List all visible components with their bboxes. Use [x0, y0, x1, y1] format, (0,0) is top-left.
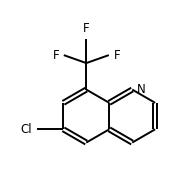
Text: N: N	[137, 83, 146, 96]
Text: Cl: Cl	[21, 123, 32, 136]
Text: F: F	[52, 49, 59, 62]
Text: F: F	[113, 49, 120, 62]
Text: F: F	[83, 22, 90, 35]
